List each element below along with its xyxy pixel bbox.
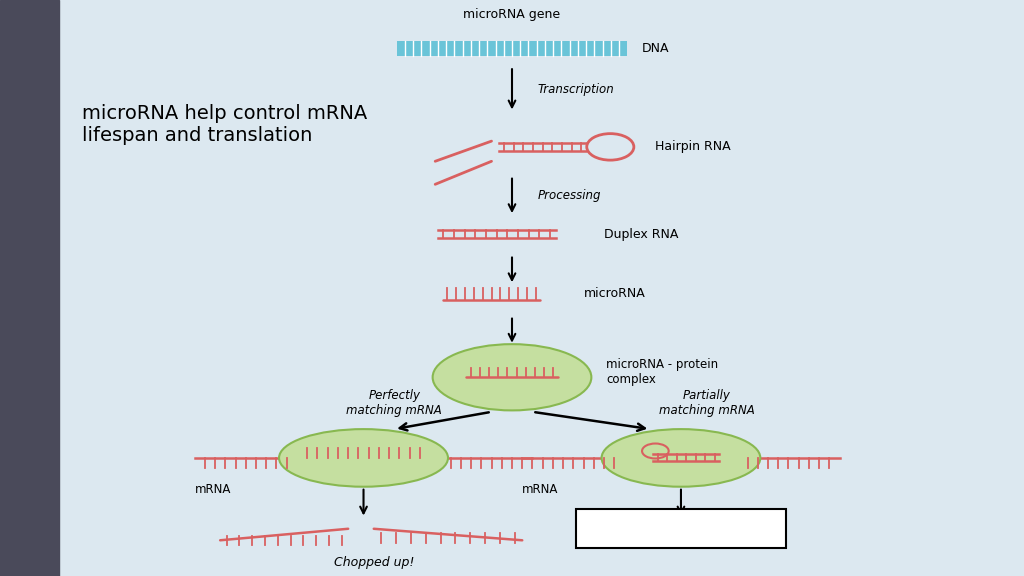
Text: No translation: No translation: [637, 522, 725, 535]
FancyBboxPatch shape: [575, 509, 786, 548]
Text: Hairpin RNA: Hairpin RNA: [655, 141, 731, 153]
Text: mRNA: mRNA: [195, 483, 231, 496]
Text: Processing: Processing: [538, 190, 601, 202]
Text: DNA: DNA: [642, 43, 670, 55]
Text: Chopped up!: Chopped up!: [334, 556, 414, 569]
Ellipse shape: [602, 429, 760, 487]
Text: microRNA - protein
complex: microRNA - protein complex: [606, 358, 718, 385]
Text: Transcription: Transcription: [538, 83, 614, 96]
Ellipse shape: [279, 429, 449, 487]
Text: mRNA: mRNA: [522, 483, 559, 496]
Text: Duplex RNA: Duplex RNA: [604, 228, 679, 241]
Ellipse shape: [432, 344, 592, 411]
Text: Perfectly
matching mRNA: Perfectly matching mRNA: [346, 389, 442, 417]
Text: microRNA help control mRNA
lifespan and translation: microRNA help control mRNA lifespan and …: [82, 104, 368, 145]
Text: microRNA: microRNA: [584, 287, 645, 300]
Text: microRNA gene: microRNA gene: [464, 8, 560, 21]
Bar: [0, 0, 59, 576]
FancyBboxPatch shape: [397, 41, 627, 56]
Text: Partially
matching mRNA: Partially matching mRNA: [658, 389, 755, 417]
